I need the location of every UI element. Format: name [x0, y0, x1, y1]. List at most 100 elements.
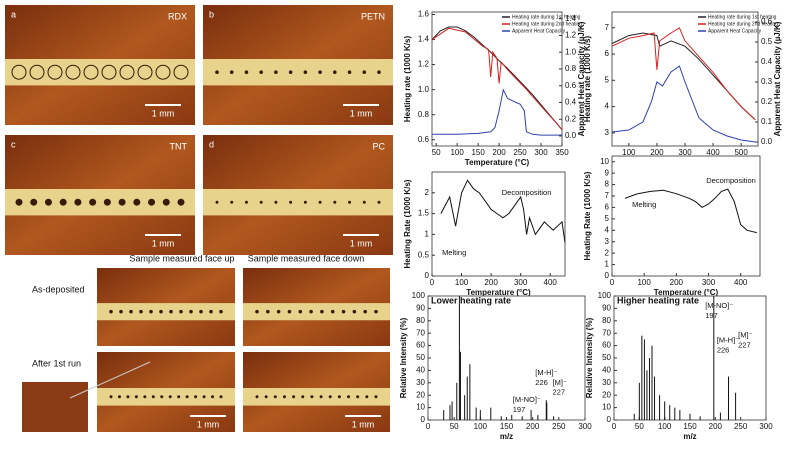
spot [255, 309, 259, 314]
legend-label: Apparent Heat Capacity [512, 28, 566, 34]
spot [133, 198, 141, 206]
y2-tick-label: 1.2 [565, 31, 577, 40]
spot [30, 198, 38, 206]
spot [230, 200, 234, 204]
y-tick-label: 0.5 [418, 250, 430, 259]
spot [83, 64, 99, 80]
strip [243, 388, 390, 406]
x-tick-label: 400 [544, 278, 558, 287]
y2-tick-label: 0.5 [761, 37, 773, 46]
spot [65, 64, 81, 80]
spot [59, 198, 67, 206]
x-tick-label: 400 [734, 278, 748, 287]
y-tick-label: 4 [605, 225, 610, 234]
x-tick-label: 200 [526, 422, 540, 431]
spot [266, 309, 270, 314]
annotation: 197 [705, 311, 718, 320]
x-tick-label: 0 [430, 278, 435, 287]
y-tick-label: 5 [605, 214, 610, 223]
spot [310, 395, 314, 399]
x-tick-label: 0 [610, 278, 615, 287]
spot [103, 198, 111, 206]
spot [337, 395, 341, 399]
annotation: Decomposition [706, 176, 756, 185]
annotation: Melting [632, 200, 656, 209]
x-tick-label: 200 [670, 278, 684, 287]
spot [347, 395, 351, 399]
x-tick-label: 350 [555, 148, 569, 157]
spot [374, 309, 378, 314]
spot [303, 70, 308, 74]
y-tick-label: 9 [605, 168, 610, 177]
spot [264, 395, 268, 399]
y2-tick-label: 1.4 [565, 14, 577, 23]
scale-label: 1 mm [152, 238, 175, 248]
x-tick-label: 250 [552, 422, 566, 431]
annotation: [M-NO]⁻ [705, 301, 733, 310]
spot [134, 395, 138, 399]
spot [347, 70, 352, 74]
x-tick-label: 100 [450, 148, 464, 157]
series-line [611, 27, 756, 121]
legend-label: Heating rate during 2nd heating [708, 21, 778, 27]
spot [143, 395, 147, 399]
spot [319, 395, 323, 399]
spot [155, 64, 171, 80]
spot [211, 395, 215, 399]
y-tick-label: 6 [605, 203, 610, 212]
x-tick-label: 300 [578, 422, 592, 431]
legend-label: Heating rate during 1st heating [512, 14, 581, 20]
x-axis-label: Temperature (°C) [654, 288, 719, 297]
spot [189, 309, 193, 314]
spot [303, 200, 307, 204]
spot [255, 395, 259, 399]
spot [348, 200, 352, 204]
spot [162, 198, 170, 206]
spot [209, 309, 213, 314]
spot [109, 395, 113, 399]
y-axis-label: Heating Rate (1000 K/s) [583, 171, 592, 260]
y-tick-label: 90 [602, 304, 611, 313]
strip [203, 59, 393, 86]
x-tick-label: 400 [706, 148, 720, 157]
spot [15, 198, 23, 206]
x-tick-label: 50 [450, 422, 459, 431]
spot [149, 309, 153, 314]
spot [287, 309, 292, 314]
x-tick-label: 50 [635, 422, 644, 431]
spot [244, 70, 249, 74]
spot [160, 395, 164, 399]
annotation: 227 [553, 388, 566, 397]
annotation: [M-H]⁻ [717, 336, 739, 345]
y-tick-label: 80 [602, 316, 611, 325]
x-tick-label: 200 [709, 422, 723, 431]
y-tick-label: 1.6 [418, 10, 430, 19]
spot [274, 200, 278, 204]
y-tick-label: 100 [412, 291, 426, 300]
spot [168, 395, 172, 399]
y-tick-label: 7 [605, 23, 610, 32]
x-axis-label: m/z [500, 432, 513, 441]
spot [215, 70, 219, 74]
x-tick-label: 300 [678, 148, 692, 157]
spot [282, 395, 286, 399]
x-tick-label: 250 [734, 422, 748, 431]
x-tick-label: 150 [683, 422, 697, 431]
y2-tick-label: 0.2 [565, 114, 577, 123]
spot [148, 198, 156, 206]
y-axis-label: Heating rate (1000 K/s) [403, 36, 412, 123]
series-line [431, 27, 563, 131]
panel-letter: d [209, 139, 214, 149]
panel-label: PC [372, 141, 385, 151]
spot [244, 200, 248, 204]
x-tick-label: 0 [612, 422, 617, 431]
strip [203, 189, 393, 216]
spot [362, 200, 366, 204]
panel-letter: c [11, 139, 16, 149]
row-label: As-deposited [32, 284, 85, 294]
spot [139, 309, 143, 314]
x-tick-label: 300 [534, 148, 548, 157]
panel-label: PETN [361, 11, 385, 21]
y-tick-label: 70 [416, 328, 425, 337]
y-axis-label: Heating Rate (1000 K/s) [403, 179, 412, 268]
